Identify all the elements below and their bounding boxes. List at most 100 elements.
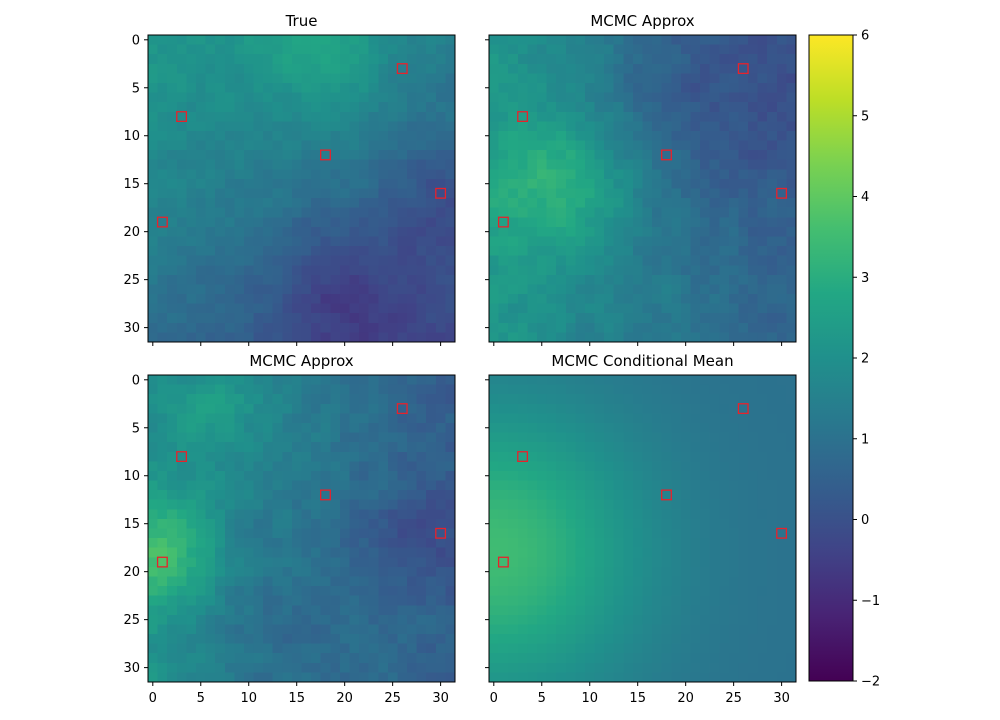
heatmap-cell xyxy=(234,150,245,161)
y-tick-label: 10 xyxy=(123,129,140,144)
heatmap-cell xyxy=(435,207,446,218)
heatmap-cell xyxy=(489,294,499,305)
heatmap-cell xyxy=(671,130,682,141)
heatmap-cell xyxy=(407,111,418,122)
heatmap-cell xyxy=(661,490,672,501)
heatmap-cell xyxy=(719,265,730,276)
heatmap-cell xyxy=(320,322,331,333)
heatmap-cell xyxy=(728,634,739,645)
heatmap-cell xyxy=(311,207,322,218)
heatmap-cell xyxy=(604,538,615,549)
heatmap-cell xyxy=(767,605,778,616)
heatmap-cell xyxy=(489,159,499,170)
heatmap-cell xyxy=(176,130,187,141)
heatmap-cell xyxy=(157,614,168,625)
heatmap-cell xyxy=(186,422,197,433)
heatmap-cell xyxy=(301,432,312,443)
heatmap-cell xyxy=(604,332,615,343)
heatmap-cell xyxy=(556,557,567,568)
heatmap-cell xyxy=(176,54,187,65)
heatmap-cell xyxy=(642,422,653,433)
heatmap-cell xyxy=(757,643,768,654)
heatmap-cell xyxy=(767,82,778,93)
heatmap-cell xyxy=(680,313,691,324)
heatmap-cell xyxy=(349,653,360,664)
heatmap-cell xyxy=(613,140,624,151)
heatmap-cell xyxy=(263,413,274,424)
heatmap-cell xyxy=(263,518,274,529)
heatmap-cell xyxy=(604,178,615,189)
heatmap-cell xyxy=(546,63,557,74)
heatmap-cell xyxy=(205,624,216,635)
heatmap-cell xyxy=(407,322,418,333)
heatmap-cell xyxy=(680,595,691,606)
heatmap-cell xyxy=(272,35,283,45)
heatmap-cell xyxy=(148,63,158,74)
heatmap-cell xyxy=(416,499,427,510)
heatmap-cell xyxy=(148,394,158,405)
heatmap-cell xyxy=(776,528,787,539)
heatmap-cell xyxy=(700,274,711,285)
heatmap-cell xyxy=(157,82,168,93)
heatmap-cell xyxy=(282,432,293,443)
heatmap-cell xyxy=(489,518,499,529)
heatmap-cell xyxy=(575,586,586,597)
heatmap-cell xyxy=(186,92,197,103)
heatmap-cell xyxy=(320,92,331,103)
heatmap-cell xyxy=(186,461,197,472)
heatmap-cell xyxy=(489,403,499,414)
heatmap-cell xyxy=(157,662,168,673)
heatmap-cell xyxy=(311,188,322,199)
heatmap-cell xyxy=(623,178,634,189)
heatmap-cell xyxy=(498,44,509,55)
heatmap-cell xyxy=(738,169,749,180)
heatmap-cell xyxy=(498,255,509,266)
heatmap-cell xyxy=(757,198,768,209)
heatmap-cell xyxy=(584,375,595,385)
heatmap-cell xyxy=(594,653,605,664)
heatmap-cell xyxy=(680,538,691,549)
heatmap-cell xyxy=(176,121,187,132)
heatmap-cell xyxy=(349,634,360,645)
heatmap-cell xyxy=(690,605,701,616)
heatmap-cell xyxy=(508,217,519,228)
heatmap-cell xyxy=(359,226,370,237)
heatmap-cell xyxy=(700,246,711,257)
heatmap-cell xyxy=(263,140,274,151)
heatmap-cell xyxy=(282,422,293,433)
heatmap-cell xyxy=(738,111,749,122)
heatmap-cell xyxy=(652,528,663,539)
heatmap-cell xyxy=(378,518,389,529)
heatmap-cell xyxy=(489,470,499,481)
heatmap-cell xyxy=(719,518,730,529)
heatmap-cell xyxy=(311,614,322,625)
heatmap-cell xyxy=(584,178,595,189)
heatmap-cell xyxy=(536,509,547,520)
heatmap-cell xyxy=(291,332,302,343)
heatmap-cell xyxy=(757,413,768,424)
heatmap-cell xyxy=(517,294,528,305)
heatmap-cell xyxy=(680,586,691,597)
heatmap-cell xyxy=(517,595,528,606)
heatmap-cell xyxy=(776,294,787,305)
heatmap-cell xyxy=(575,178,586,189)
heatmap-cell xyxy=(546,413,557,424)
heatmap-cell xyxy=(359,595,370,606)
heatmap-cell xyxy=(186,538,197,549)
heatmap-cell xyxy=(556,461,567,472)
heatmap-cell xyxy=(690,63,701,74)
heatmap-cell xyxy=(728,111,739,122)
heatmap-cell xyxy=(234,169,245,180)
heatmap-cell xyxy=(546,528,557,539)
heatmap-cell xyxy=(709,121,720,132)
heatmap-cell xyxy=(359,634,370,645)
heatmap-cell xyxy=(359,557,370,568)
heatmap-cell xyxy=(556,595,567,606)
heatmap-cell xyxy=(546,140,557,151)
heatmap-cell xyxy=(709,557,720,568)
heatmap-cell xyxy=(776,422,787,433)
heatmap-cell xyxy=(584,566,595,577)
heatmap-cell xyxy=(642,470,653,481)
heatmap-cell xyxy=(690,480,701,491)
heatmap-cell xyxy=(224,140,235,151)
